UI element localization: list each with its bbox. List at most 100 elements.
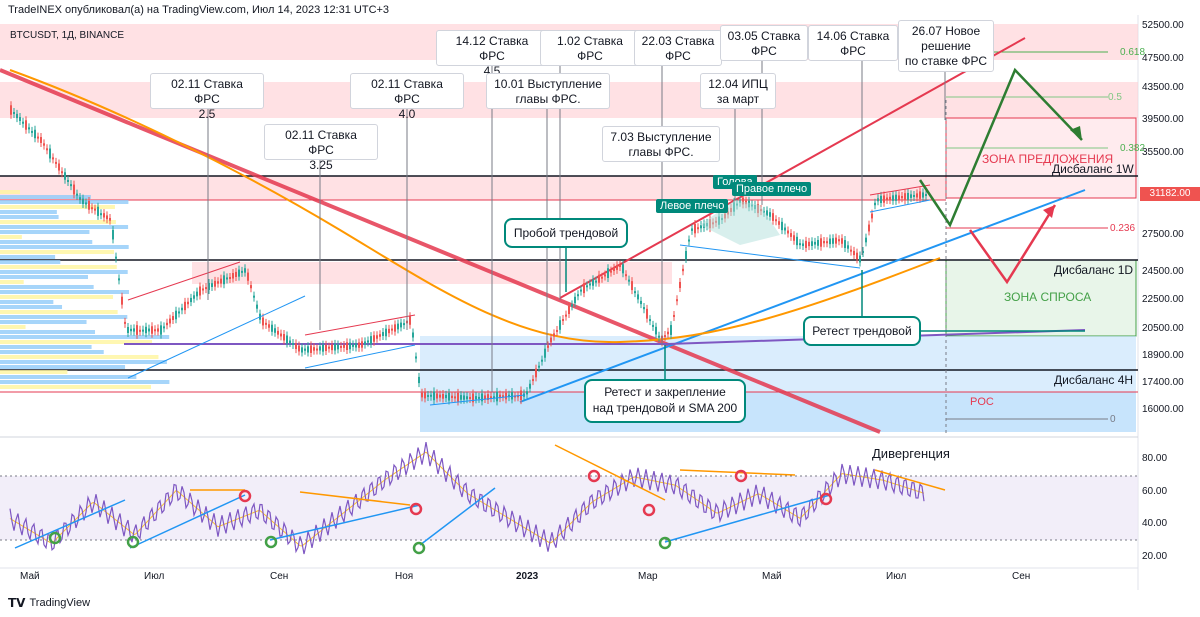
candle-body	[307, 346, 309, 353]
candle-body	[31, 130, 33, 133]
candle-body	[550, 337, 552, 343]
imbalance-4h-label: Дисбаланс 4H	[1054, 373, 1134, 387]
candle-body	[892, 195, 894, 201]
fib-0-5: 0.5	[1108, 92, 1122, 103]
volume-profile-bar	[0, 245, 129, 249]
candle-body	[208, 282, 210, 290]
candle-body	[175, 310, 177, 320]
candle-body	[103, 213, 105, 218]
candle-body	[397, 323, 399, 330]
rsi-tick: 40.00	[1142, 518, 1168, 529]
mid-supply-band	[192, 262, 672, 284]
candle-body	[910, 194, 912, 198]
candle-body	[295, 343, 297, 350]
candle-body	[235, 271, 237, 277]
candle-body	[529, 383, 531, 389]
candle-body	[232, 273, 234, 279]
candle-body	[325, 344, 327, 352]
callout-fed-rate-5-25-may: 03.05 Ставка ФРС 5.25	[720, 25, 808, 61]
bearish-arrowhead	[1043, 205, 1055, 218]
demand-zone-label: ЗОНА СПРОСА	[1004, 290, 1092, 304]
candle-body	[352, 344, 354, 347]
candle-body	[61, 171, 63, 174]
candle-body	[904, 193, 906, 201]
volume-profile-bar	[0, 250, 115, 254]
volume-profile-bar	[0, 280, 24, 284]
candle-body	[199, 286, 201, 296]
bullish-projection	[918, 67, 1083, 228]
volume-profile-bar	[0, 350, 104, 354]
candle-body	[847, 245, 849, 249]
volume-profile-bar	[0, 220, 116, 224]
candle-body	[475, 396, 477, 400]
candle-body	[217, 281, 219, 284]
candle-body	[142, 329, 144, 332]
volume-profile-bar	[0, 385, 152, 389]
candle-body	[166, 322, 168, 326]
candle-body	[451, 395, 453, 399]
candle-body	[433, 391, 435, 401]
candle-body	[133, 328, 135, 332]
candle-body	[883, 195, 885, 203]
y-tick: 16000.00	[1142, 404, 1184, 415]
candle-body	[55, 161, 57, 164]
candle-body	[91, 207, 93, 210]
candle-body	[148, 328, 150, 332]
rsi-bearish-marker	[238, 489, 252, 503]
candle-body	[781, 221, 783, 231]
rsi-support-line	[14, 499, 126, 549]
x-tick: Май	[20, 571, 40, 582]
rsi-bearish-marker	[642, 503, 656, 517]
right-shoulder-tag: Правое плечо	[732, 182, 812, 196]
candle-body	[487, 394, 489, 400]
candle-body	[16, 113, 18, 119]
volume-profile-bar	[0, 295, 114, 299]
candle-body	[601, 276, 603, 279]
candle-body	[94, 208, 96, 211]
candle-body	[304, 348, 306, 351]
volume-profile-bar	[0, 240, 93, 244]
candle-body	[607, 268, 609, 278]
candle-body	[466, 396, 468, 400]
candle-body	[901, 196, 903, 199]
rsi-bullish-marker	[126, 535, 140, 549]
candle-body	[877, 198, 879, 202]
candle-body	[310, 345, 312, 353]
rsi-tick: 20.00	[1142, 551, 1168, 562]
candle-body	[139, 329, 141, 332]
candle-body	[82, 198, 84, 205]
candle-body	[157, 328, 159, 332]
volume-profile-bar	[0, 310, 118, 314]
rsi-bearish-marker	[587, 469, 601, 483]
candle-body	[655, 326, 657, 335]
candle-body	[346, 342, 348, 351]
candle-body	[241, 270, 243, 273]
retest-callout: Ретест трендовой	[803, 316, 921, 346]
candle-body	[634, 291, 636, 294]
imbalance-1w-label: Дисбаланс 1W	[1052, 162, 1134, 176]
candle-body	[43, 143, 45, 146]
candle-body	[400, 322, 402, 328]
candle-body	[652, 324, 654, 327]
candle-body	[769, 212, 771, 217]
x-tick: Мар	[638, 571, 658, 582]
candle-body	[805, 240, 807, 248]
candle-body	[694, 224, 696, 234]
candle-body	[802, 243, 804, 247]
candle-body	[505, 392, 507, 400]
candle-body	[118, 278, 120, 281]
callout-fed-speech-mar: 7.03 Выступление главы ФРС.	[602, 126, 720, 162]
ascending-channel-top	[559, 37, 1026, 299]
supply-zone-box	[945, 117, 1137, 199]
candle-body	[496, 391, 498, 402]
candle-body	[388, 328, 390, 334]
candle-body	[886, 197, 888, 201]
candle-body	[343, 344, 345, 348]
candle-body	[766, 210, 768, 216]
y-tick: 52500.00	[1142, 20, 1184, 31]
candle-body	[823, 240, 825, 244]
candle-body	[349, 342, 351, 350]
candle-body	[151, 326, 153, 334]
candle-body	[457, 392, 459, 402]
candle-body	[163, 326, 165, 329]
